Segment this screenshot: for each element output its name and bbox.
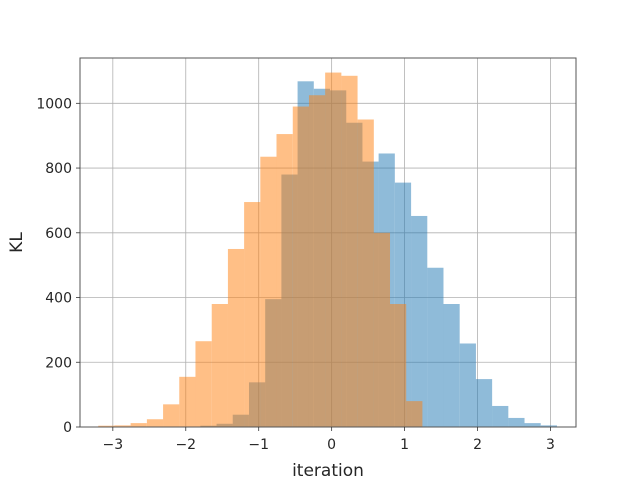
histogram-bar-series-2 xyxy=(292,106,309,427)
histogram-bar-series-1 xyxy=(443,304,460,427)
x-tick-label: −2 xyxy=(175,437,196,453)
histogram-bar-series-2 xyxy=(227,248,245,427)
histogram-bar-series-1 xyxy=(427,267,444,427)
plot-frame xyxy=(79,57,577,428)
histogram-bar-series-1 xyxy=(411,215,428,427)
histogram-bar-series-1 xyxy=(508,417,525,427)
histogram-bar-series-2 xyxy=(357,119,374,427)
histogram-bar-series-2 xyxy=(373,232,391,427)
histogram-bar-series-2 xyxy=(325,72,342,427)
histogram-bar-series-1 xyxy=(524,423,541,427)
histogram-bar-series-2 xyxy=(211,304,228,427)
x-tick-label: 1 xyxy=(400,437,409,453)
y-tick-label: 600 xyxy=(45,226,72,242)
bars xyxy=(98,72,557,428)
histogram-bar-series-2 xyxy=(260,156,277,427)
histogram-bar-series-2 xyxy=(163,404,180,427)
histogram-bar-series-2 xyxy=(98,425,115,427)
y-tick-label: 800 xyxy=(45,161,72,177)
histogram-bar-series-2 xyxy=(114,425,131,427)
histogram-bar-series-2 xyxy=(308,95,326,427)
x-axis-label: iteration xyxy=(292,461,364,480)
histogram-bar-series-2 xyxy=(179,376,196,427)
histogram-bar-series-2 xyxy=(390,304,407,427)
ticks: −3 −2 −1 0 1 2 3 0 200 400 600 800 1000 xyxy=(36,96,555,453)
x-tick-label: −1 xyxy=(248,437,269,453)
x-tick-label: 2 xyxy=(473,437,482,453)
x-tick-label: 3 xyxy=(546,437,555,453)
histogram-bar-series-2 xyxy=(341,75,358,427)
x-tick-label: −3 xyxy=(103,437,124,453)
x-tick-label: 0 xyxy=(327,437,336,453)
histogram-bar-series-2 xyxy=(146,419,164,427)
histogram-bar-series-1 xyxy=(540,425,557,427)
histogram-bar-series-2 xyxy=(406,401,423,427)
y-tick-label: 200 xyxy=(45,355,72,371)
y-tick-label: 1000 xyxy=(36,96,72,112)
histogram-bar-series-2 xyxy=(244,202,261,427)
histogram-bar-series-1 xyxy=(459,343,476,427)
y-tick-label: 0 xyxy=(63,420,72,436)
y-tick-label: 400 xyxy=(45,291,72,307)
y-axis-label: KL xyxy=(7,232,27,253)
histogram-bar-series-1 xyxy=(475,379,493,427)
histogram-bar-series-2 xyxy=(195,341,212,427)
histogram-bar-series-2 xyxy=(276,134,293,427)
histogram-bar-series-2 xyxy=(130,423,147,427)
histogram-bar-series-1 xyxy=(492,405,509,427)
